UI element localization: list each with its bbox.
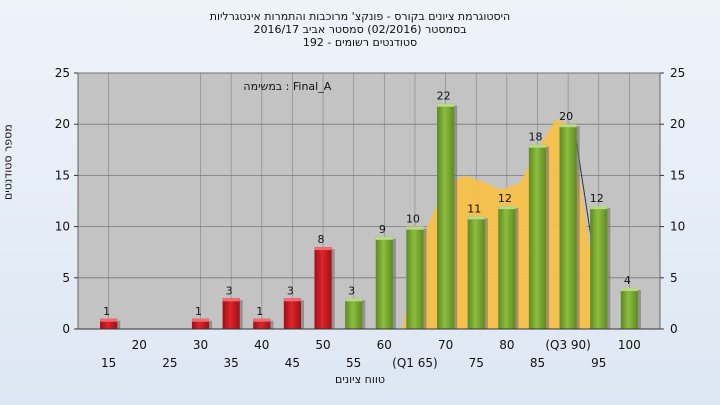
x-tick-label: (Q3 90) bbox=[545, 338, 591, 352]
x-tick-label: 30 bbox=[193, 338, 208, 352]
x-tick-label: 85 bbox=[530, 356, 545, 370]
bar-top bbox=[100, 318, 118, 322]
bar-top bbox=[283, 298, 301, 302]
y-tick-label-right: 10 bbox=[670, 220, 685, 234]
x-tick-label: (Q1 65) bbox=[392, 356, 438, 370]
bar-top bbox=[590, 206, 608, 210]
bar-value-label: 1 bbox=[195, 305, 202, 318]
bar-top bbox=[437, 103, 455, 107]
y-tick-label-left: 25 bbox=[55, 66, 70, 80]
bar-value-label: 10 bbox=[406, 213, 420, 226]
x-axis-label: טווח ציונים bbox=[335, 373, 385, 386]
title-line-2: בסמסטר (02/2016) סמסטר אביב 2016/17 bbox=[253, 23, 467, 36]
y-tick-label-left: 10 bbox=[55, 220, 70, 234]
histogram-bar bbox=[467, 216, 485, 329]
bar-value-label: 3 bbox=[226, 284, 233, 297]
title-line-3: סטודנטים רשומים - 192 bbox=[302, 36, 418, 49]
bar-top bbox=[467, 216, 485, 220]
x-tick-label: 20 bbox=[132, 338, 147, 352]
assignment-annotation: במשימה : Final_A bbox=[243, 80, 331, 93]
histogram-bar bbox=[590, 206, 608, 329]
bar-value-label: 22 bbox=[437, 90, 451, 103]
bar-value-label: 20 bbox=[559, 110, 573, 123]
x-tick-label: 100 bbox=[618, 338, 641, 352]
bar-value-label: 4 bbox=[624, 274, 631, 287]
y-tick-label-left: 0 bbox=[62, 322, 70, 336]
y-tick-label-right: 15 bbox=[670, 168, 685, 182]
y-tick-label-left: 5 bbox=[62, 271, 70, 285]
x-tick-label: 15 bbox=[101, 356, 116, 370]
histogram-bar bbox=[498, 206, 516, 329]
histogram-bar bbox=[314, 247, 332, 329]
histogram-bar bbox=[437, 103, 455, 329]
x-tick-label: 60 bbox=[377, 338, 392, 352]
bar-value-label: 8 bbox=[318, 233, 325, 246]
y-tick-label-right: 20 bbox=[670, 117, 685, 131]
histogram-bar bbox=[528, 144, 547, 329]
x-tick-label: 95 bbox=[591, 356, 606, 370]
x-tick-label: 40 bbox=[254, 338, 269, 352]
bar-value-label: 9 bbox=[379, 223, 386, 236]
histogram-bar bbox=[345, 298, 363, 329]
x-tick-label: 50 bbox=[315, 338, 330, 352]
bar-top bbox=[253, 318, 271, 322]
bar-top bbox=[528, 144, 547, 148]
bar-top bbox=[498, 206, 516, 210]
histogram-bar bbox=[620, 288, 638, 329]
y-tick-label-right: 25 bbox=[670, 66, 685, 80]
bar-top bbox=[620, 288, 638, 292]
bar-value-label: 1 bbox=[256, 305, 263, 318]
y-tick-label-left: 20 bbox=[55, 117, 70, 131]
bar-top bbox=[375, 236, 393, 240]
chart-title: היסטוגרמת ציונים בקורס - פונקצ' מרוכבות … bbox=[150, 10, 570, 49]
bar-top bbox=[345, 298, 363, 302]
x-tick-label: 80 bbox=[499, 338, 514, 352]
x-tick-label: 45 bbox=[285, 356, 300, 370]
bar-value-label: 18 bbox=[528, 131, 542, 144]
bar-value-label: 11 bbox=[467, 202, 481, 215]
x-tick-label: 55 bbox=[346, 356, 361, 370]
x-tick-label: 75 bbox=[469, 356, 484, 370]
bar-top bbox=[222, 298, 240, 302]
histogram-bar bbox=[253, 318, 271, 329]
histogram-bar bbox=[191, 318, 210, 329]
x-tick-label: 35 bbox=[224, 356, 239, 370]
bar-top bbox=[191, 318, 210, 322]
bar-value-label: 12 bbox=[590, 192, 604, 205]
histogram-bar bbox=[283, 298, 301, 329]
bar-top bbox=[314, 247, 332, 251]
bar-top bbox=[406, 226, 424, 230]
y-tick-label-left: 15 bbox=[55, 168, 70, 182]
bar-top bbox=[559, 124, 577, 128]
y-tick-label-right: 0 bbox=[670, 322, 678, 336]
histogram-bar bbox=[375, 236, 393, 329]
x-tick-label: 25 bbox=[162, 356, 177, 370]
histogram-bar bbox=[222, 298, 240, 329]
y-tick-label-right: 5 bbox=[670, 271, 678, 285]
bar-value-label: 3 bbox=[287, 284, 294, 297]
bar-value-label: 12 bbox=[498, 192, 512, 205]
bar-value-label: 1 bbox=[103, 305, 110, 318]
title-line-1: היסטוגרמת ציונים בקורס - פונקצ' מרוכבות … bbox=[209, 10, 511, 23]
x-tick-label: 70 bbox=[438, 338, 453, 352]
histogram-bar bbox=[559, 124, 577, 329]
histogram-bar bbox=[100, 318, 118, 329]
histogram-bar bbox=[406, 226, 424, 329]
bar-value-label: 3 bbox=[348, 284, 355, 297]
